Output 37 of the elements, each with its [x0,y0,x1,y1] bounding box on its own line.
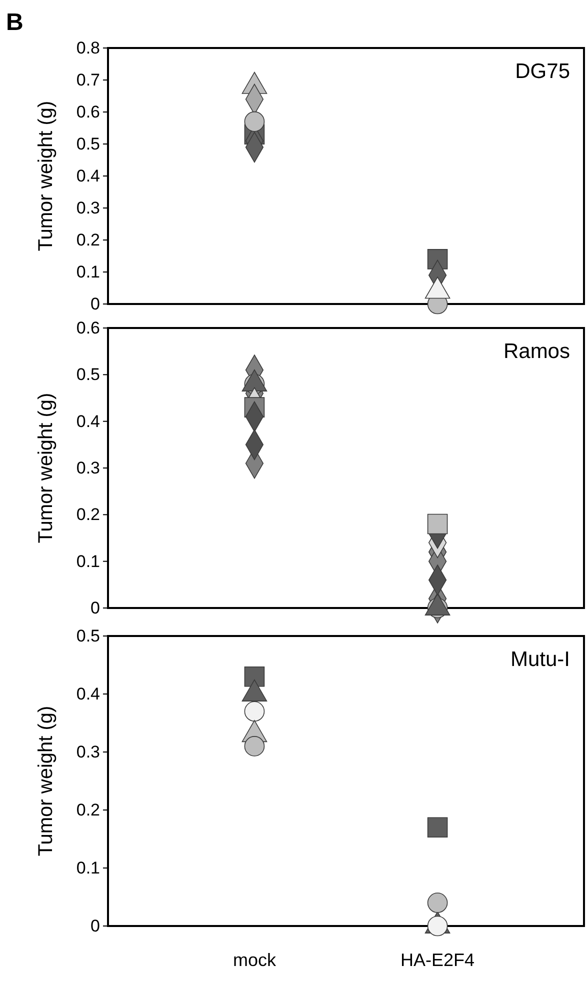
y-tick-label: 0.6 [76,318,100,338]
point [427,817,448,838]
y-tick-label: 0.3 [76,458,100,478]
y-tick-label: 0.6 [76,102,100,122]
point [244,111,265,132]
y-tick-label: 0.4 [76,684,100,704]
y-tick-label: 0.2 [76,800,100,820]
x-tick-label: HA-E2F4 [400,950,475,970]
y-tick-label: 0.8 [76,38,100,58]
text: DG75 [515,60,570,83]
y-tick-label: 0.3 [76,198,100,218]
y-axis-title: Tumor weight (g) [35,100,57,252]
text: Mutu-I [510,648,570,671]
y-tick-label: 0.4 [76,166,100,186]
y-tick-label: 0.5 [76,626,100,646]
y-axis-title: Tumor weight (g) [35,392,57,544]
y-tick-label: 0.5 [76,134,100,154]
y-tick-label: 0.7 [76,70,100,90]
y-tick-label: 0.1 [76,858,100,878]
point [427,892,448,913]
y-tick-label: 0 [90,916,100,936]
y-tick-label: 0.2 [76,505,100,524]
y-axis-title: Tumor weight (g) [35,706,57,856]
text: B [6,9,24,36]
y-tick-label: 0.5 [76,365,100,384]
y-tick-label: 0.2 [76,230,100,250]
y-tick-label: 0 [90,294,100,314]
point [244,701,265,722]
y-tick-label: 0 [90,598,100,618]
point [244,666,265,687]
y-tick-label: 0.4 [76,412,100,431]
y-tick-label: 0.1 [76,262,100,282]
text: Ramos [503,340,570,363]
y-tick-label: 0.1 [76,552,100,571]
y-tick-label: 0.3 [76,742,100,762]
point [244,736,265,756]
x-tick-label: mock [232,950,277,970]
